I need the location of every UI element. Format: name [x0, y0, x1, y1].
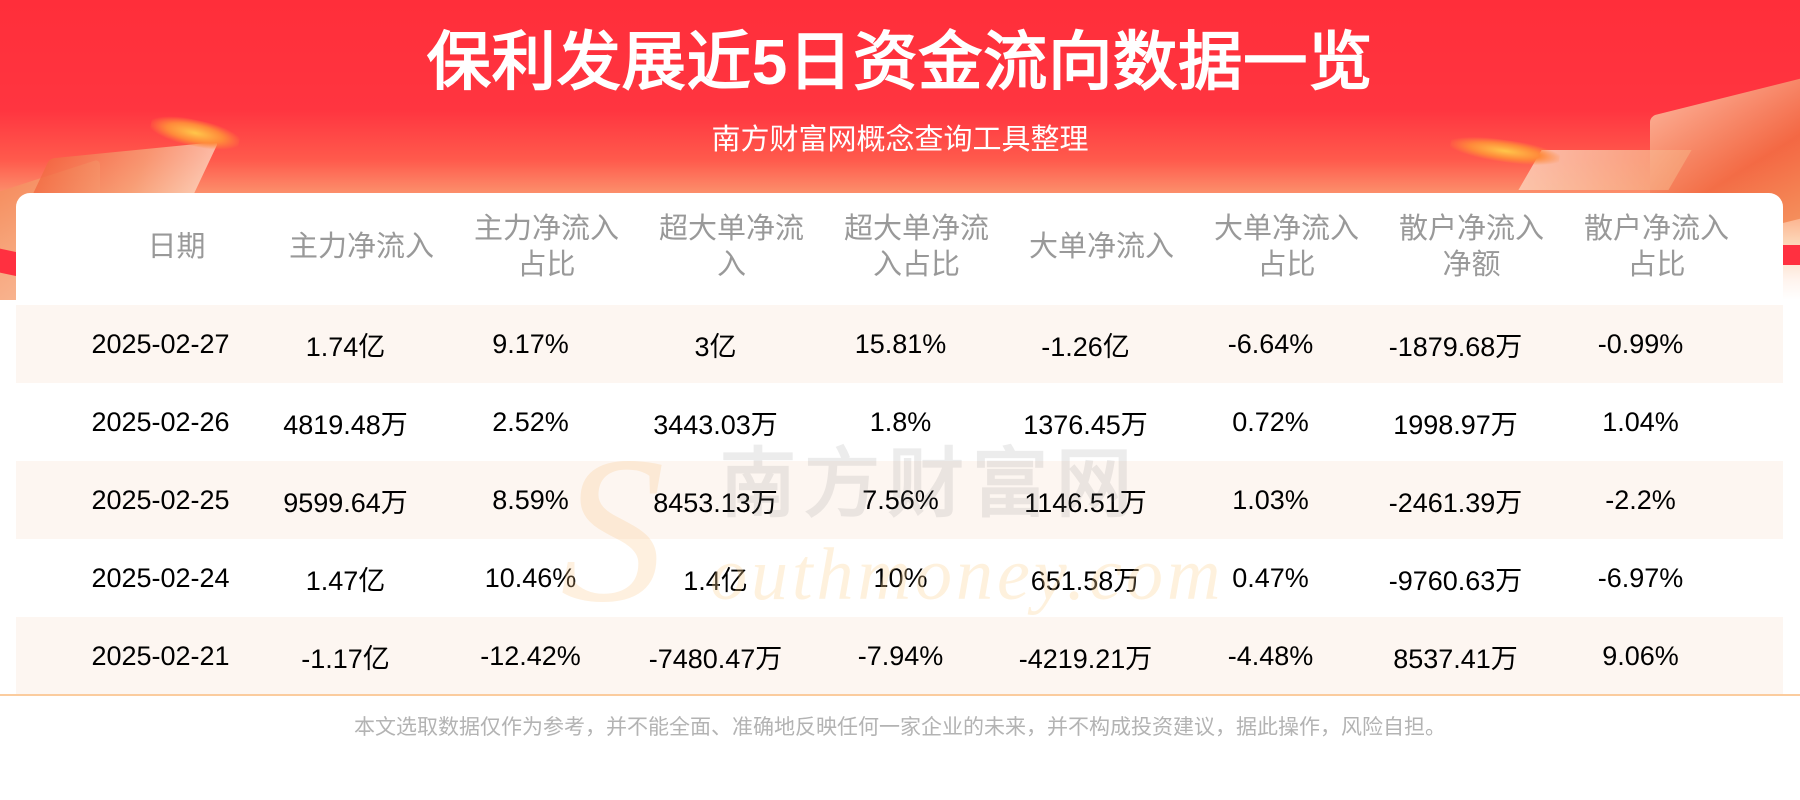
cell-date: 2025-02-27 [91, 328, 230, 359]
cell-retail-net-inflow: 1998.97万 [1393, 409, 1518, 440]
column-header-retail-net-inflow-ratio: 散户净流入 占比 [1564, 193, 1749, 305]
cell-retail-net-inflow-ratio: -2.2% [1605, 484, 1676, 515]
cell-super-large-net-inflow-ratio: 10% [873, 562, 928, 593]
table-row: 2025-02-25 9599.64万 8.59% 8453.13万 7.56%… [16, 461, 1783, 539]
cell-main-net-inflow: 1.47亿 [305, 565, 386, 596]
column-header-main-net-inflow-ratio: 主力净流入 占比 [454, 193, 639, 305]
cell-date: 2025-02-21 [91, 640, 230, 671]
cell-large-net-inflow: 1376.45万 [1023, 409, 1148, 440]
cell-super-large-net-inflow-ratio: 1.8% [869, 406, 932, 437]
cell-large-net-inflow: 1146.51万 [1024, 487, 1147, 518]
cell-large-net-inflow-ratio: 0.72% [1232, 406, 1309, 437]
cell-retail-net-inflow: 8537.41万 [1393, 643, 1518, 674]
cell-retail-net-inflow: -1879.68万 [1388, 331, 1523, 362]
table-bottom-divider [0, 694, 1800, 696]
cell-main-net-inflow-ratio: -12.42% [480, 640, 581, 671]
cell-large-net-inflow: -4219.21万 [1018, 643, 1153, 674]
cell-retail-net-inflow-ratio: 1.04% [1602, 406, 1679, 437]
cell-retail-net-inflow-ratio: -6.97% [1597, 562, 1684, 593]
table-header: 日期 主力净流入 主力净流入 占比 超大单净流入 超大单净流 入占比 大单净流入 大… [16, 193, 1783, 305]
cell-date: 2025-02-25 [91, 484, 230, 515]
header-line: 占比 [517, 249, 576, 281]
cell-large-net-inflow-ratio: 0.47% [1232, 562, 1309, 593]
disclaimer: 本文选取数据仅作为参考，并不能全面、准确地反映任何一家企业的未来，并不构成投资建… [354, 716, 1446, 739]
cell-large-net-inflow: 651.58万 [1030, 565, 1141, 596]
header-line: 入 [716, 249, 746, 281]
cell-retail-net-inflow: -2461.39万 [1388, 487, 1523, 518]
cell-main-net-inflow-ratio: 9.17% [492, 328, 569, 359]
column-header-main-net-inflow: 主力净流入 [269, 193, 454, 305]
header-line: 超大单净流 [658, 213, 804, 245]
cell-main-net-inflow: 4819.48万 [283, 409, 408, 440]
header-line: 占比 [1257, 249, 1316, 281]
cell-super-large-net-inflow: 3443.03万 [653, 409, 778, 440]
table-row: 2025-02-26 4819.48万 2.52% 3443.03万 1.8% … [16, 383, 1783, 461]
header-line: 入占比 [872, 249, 960, 281]
cell-super-large-net-inflow: 3亿 [694, 331, 737, 362]
header-line: 主力净流入 [473, 213, 619, 245]
cell-main-net-inflow-ratio: 2.52% [492, 406, 569, 437]
cell-super-large-net-inflow: 8453.13万 [653, 487, 778, 518]
header-line: 日期 [147, 231, 206, 263]
cell-date: 2025-02-26 [91, 406, 230, 437]
cell-large-net-inflow-ratio: -4.48% [1227, 640, 1314, 671]
table-row: 2025-02-27 1.74亿 9.17% 3亿 15.81% -1.26亿 … [16, 305, 1783, 383]
header-line: 占比 [1627, 249, 1686, 281]
cell-main-net-inflow: -1.17亿 [301, 643, 390, 674]
column-header-large-net-inflow-ratio: 大单净流入 占比 [1194, 193, 1379, 305]
table-card [16, 193, 1783, 695]
table-body: 2025-02-27 1.74亿 9.17% 3亿 15.81% -1.26亿 … [16, 305, 1783, 695]
cell-super-large-net-inflow: -7480.47万 [648, 643, 783, 674]
page-subtitle: 南方财富网概念查询工具整理 [711, 124, 1089, 156]
cell-large-net-inflow: -1.26亿 [1041, 331, 1130, 362]
column-header-retail-net-inflow: 散户净流入 净额 [1379, 193, 1564, 305]
cell-retail-net-inflow: -9760.63万 [1388, 565, 1523, 596]
cell-large-net-inflow-ratio: 1.03% [1232, 484, 1309, 515]
cell-date: 2025-02-24 [91, 562, 230, 593]
column-header-super-large-net-inflow: 超大单净流入 [639, 193, 824, 305]
header-line: 散户净流入 [1398, 213, 1544, 245]
table-row: 2025-02-24 1.47亿 10.46% 1.4亿 10% 651.58万… [16, 539, 1783, 617]
cell-main-net-inflow-ratio: 8.59% [492, 484, 569, 515]
cell-main-net-inflow-ratio: 10.46% [484, 562, 577, 593]
table-row: 2025-02-21 -1.17亿 -12.42% -7480.47万 -7.9… [16, 617, 1783, 695]
header-line: 主力净流入 [288, 231, 434, 263]
cell-large-net-inflow-ratio: -6.64% [1227, 328, 1314, 359]
header-line: 大单净流入 [1028, 231, 1174, 263]
cell-super-large-net-inflow-ratio: 7.56% [862, 484, 939, 515]
header-line: 大单净流入 [1213, 213, 1359, 245]
cell-retail-net-inflow-ratio: -0.99% [1597, 328, 1684, 359]
cell-super-large-net-inflow-ratio: 15.81% [854, 328, 947, 359]
header-line: 净额 [1442, 249, 1501, 281]
header-line: 散户净流入 [1583, 213, 1729, 245]
cell-super-large-net-inflow: 1.4亿 [683, 565, 748, 596]
column-header-super-large-net-inflow-ratio: 超大单净流 入占比 [824, 193, 1009, 305]
cell-super-large-net-inflow-ratio: -7.94% [857, 640, 944, 671]
cell-retail-net-inflow-ratio: 9.06% [1602, 640, 1679, 671]
header-line: 超大单净流 [843, 213, 989, 245]
column-header-large-net-inflow: 大单净流入 [1009, 193, 1194, 305]
column-header-date: 日期 [84, 193, 269, 305]
page-title: 保利发展近5日资金流向数据一览 [426, 26, 1374, 98]
cell-main-net-inflow: 1.74亿 [305, 331, 386, 362]
cell-main-net-inflow: 9599.64万 [283, 487, 408, 518]
